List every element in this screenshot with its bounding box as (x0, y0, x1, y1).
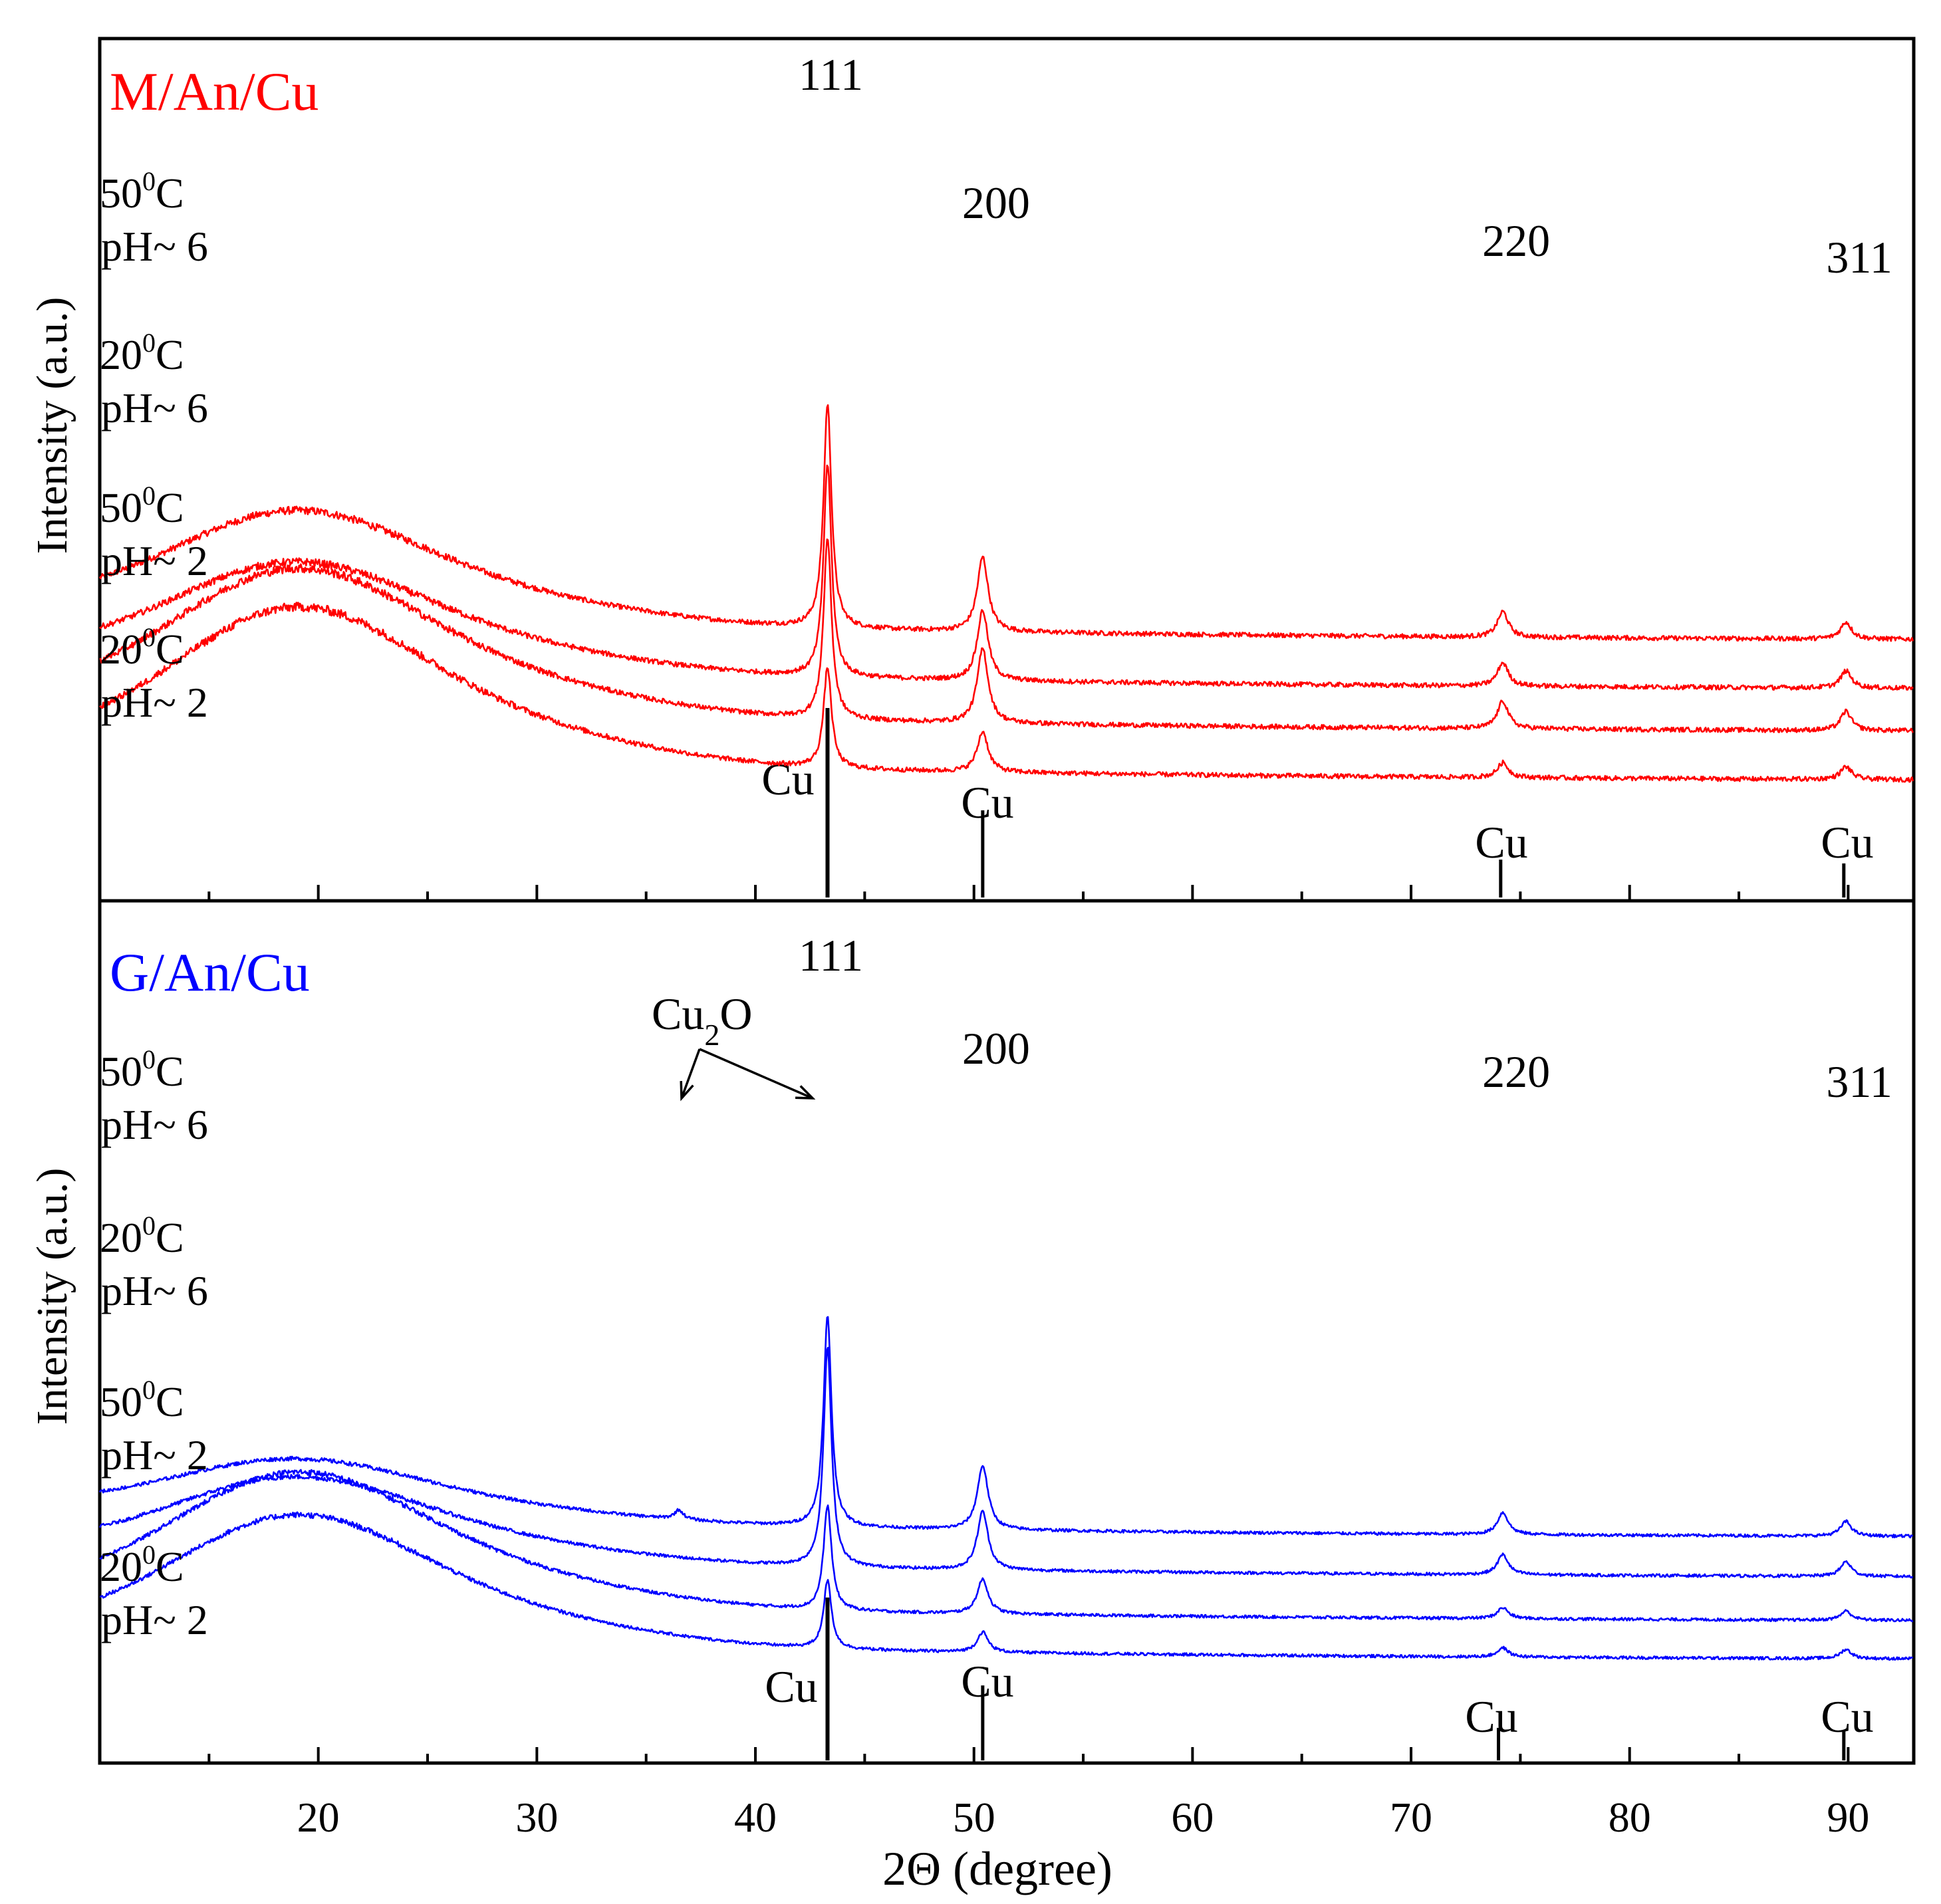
top-series-2-ph: pH~ 6 (101, 384, 208, 431)
bottom-series-4-ph: pH~ 2 (101, 1596, 208, 1643)
top-series-1-curve (98, 404, 1914, 642)
top-series-3-temperature: 500C (100, 481, 184, 531)
top-series-4-curve (99, 602, 1914, 783)
top-peak-label-220: 220 (1482, 215, 1550, 266)
x-axis-ticks: 20 30 40 50 60 70 80 90 (207, 885, 1869, 1841)
x-tick-label-90: 90 (1827, 1794, 1869, 1841)
bottom-peak-label-111: 111 (799, 930, 863, 981)
reference-peak-label-1: Cu (765, 1661, 817, 1712)
bottom-peak-label-220: 220 (1482, 1046, 1550, 1097)
bottom-series-3-curve (99, 1469, 1914, 1623)
series-labels: 500C pH~ 6 200C pH~ 6 500C pH~ 2 200C pH~ 2 500C… (100, 166, 208, 1643)
bottom-series-2-ph: pH~ 6 (101, 1267, 208, 1314)
bottom-reference-pattern: Cu Cu Cu Cu (765, 1598, 1874, 1760)
bottom-series-1-curve (98, 1316, 1914, 1539)
top-series-1-ph: pH~ 6 (101, 223, 208, 270)
bottom-panel-title: G/An/Cu (110, 942, 310, 1003)
top-peak-label-311: 311 (1826, 232, 1892, 283)
bottom-series-2-curve (98, 1346, 1914, 1579)
reference-peak-label-2: Cu (961, 777, 1013, 828)
bottom-panel-curves (98, 1316, 1914, 1661)
cu2o-arrow-2 (699, 1048, 813, 1100)
bottom-series-3-temperature: 500C (100, 1375, 184, 1425)
bottom-series-1-ph: pH~ 6 (101, 1101, 208, 1148)
bottom-peak-label-200: 200 (962, 1023, 1030, 1074)
x-tick-label-40: 40 (734, 1794, 777, 1841)
reference-peak-label-3: Cu (1465, 1691, 1517, 1742)
top-peak-label-111: 111 (799, 49, 863, 100)
x-tick-label-20: 20 (297, 1794, 340, 1841)
x-tick-label-50: 50 (953, 1794, 995, 1841)
peak-labels: 111 200 220 311 111 200 220 311 (799, 49, 1892, 1107)
cu2o-annotation: Cu2O (652, 989, 816, 1102)
top-y-axis-label: Intensity (a.u.) (28, 297, 76, 554)
cu2o-arrowhead-1 (680, 1080, 694, 1102)
reference-peak-label-3: Cu (1475, 817, 1527, 868)
top-series-4-temperature: 200C (100, 622, 184, 673)
bottom-series-4-curve (100, 1511, 1914, 1661)
top-peak-label-200: 200 (962, 178, 1030, 228)
bottom-series-2-temperature: 200C (100, 1211, 184, 1261)
x-tick-label-30: 30 (515, 1794, 558, 1841)
bottom-series-4-temperature: 200C (100, 1540, 184, 1590)
top-panel-title: M/An/Cu (110, 61, 319, 122)
top-series-2-temperature: 200C (100, 328, 184, 378)
top-series-3-ph: pH~ 2 (101, 537, 208, 584)
top-panel-curves (98, 404, 1914, 783)
reference-peak-label-4: Cu (1821, 1691, 1873, 1742)
bottom-peak-label-311: 311 (1826, 1056, 1892, 1107)
top-series-2-curve (98, 464, 1914, 691)
bottom-series-1-temperature: 500C (100, 1044, 184, 1095)
reference-peak-label-4: Cu (1821, 817, 1873, 868)
reference-peak-label-2: Cu (961, 1656, 1013, 1707)
top-panel-frame (98, 37, 1916, 903)
cu2o-label: Cu2O (652, 989, 752, 1052)
bottom-y-axis-label: Intensity (a.u.) (28, 1168, 76, 1425)
x-tick-label-80: 80 (1609, 1794, 1651, 1841)
top-series-4-ph: pH~ 2 (101, 679, 208, 726)
x-axis-label: 2Θ (degree) (882, 1842, 1112, 1895)
top-series-1-temperature: 500C (100, 166, 184, 217)
x-tick-label-70: 70 (1390, 1794, 1432, 1841)
x-tick-label-60: 60 (1171, 1794, 1214, 1841)
bottom-panel-frame (98, 899, 1916, 1765)
top-series-3-curve (99, 538, 1914, 733)
bottom-series-3-ph: pH~ 2 (101, 1431, 208, 1479)
cu2o-arrowhead-2 (795, 1085, 816, 1100)
cu2o-arrow-1 (680, 1048, 701, 1099)
